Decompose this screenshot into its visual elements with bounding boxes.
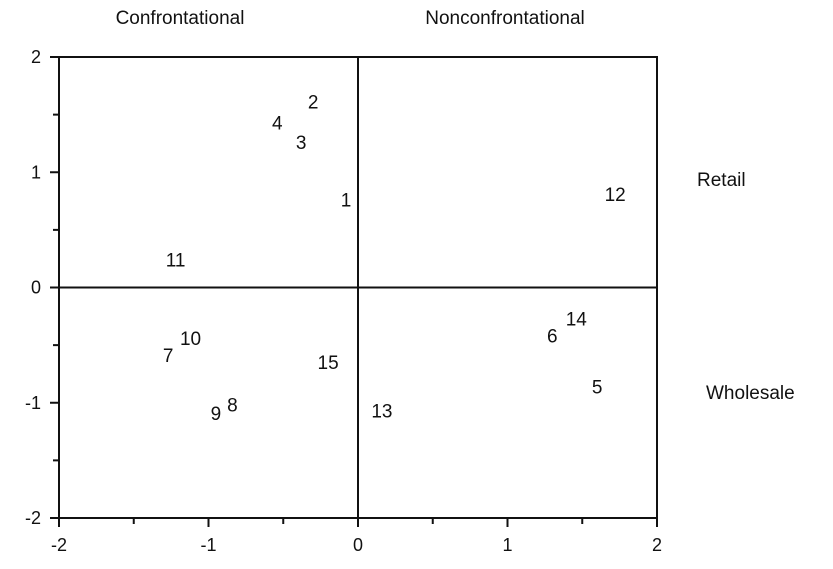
y-tick-label: -1 (25, 393, 41, 413)
y-tick-label: 1 (31, 162, 41, 182)
quadrant-label-top-right: Nonconfrontational (425, 8, 585, 29)
data-point-label: 2 (308, 93, 319, 114)
y-tick-label: 0 (31, 278, 41, 298)
data-point-label: 9 (211, 404, 222, 425)
data-point-label: 3 (296, 133, 307, 154)
data-point-label: 7 (163, 346, 174, 367)
y-tick-label: -2 (25, 508, 41, 528)
data-point-label: 12 (605, 185, 626, 206)
data-point-label: 10 (180, 329, 201, 350)
side-label-wholesale: Wholesale (706, 383, 795, 404)
data-point-label: 15 (318, 353, 339, 374)
data-point-label: 14 (566, 309, 588, 330)
x-tick-label: -2 (51, 535, 67, 555)
x-tick-label: 0 (353, 535, 363, 555)
data-point-label: 13 (371, 401, 392, 422)
y-tick-label: 2 (31, 47, 41, 67)
x-tick-label: -1 (200, 535, 216, 555)
x-tick-label: 2 (652, 535, 662, 555)
quadrant-label-top-left: Confrontational (116, 8, 245, 29)
plot-area (58, 56, 658, 519)
data-point-label: 11 (166, 250, 186, 271)
data-point-label: 4 (272, 113, 283, 134)
data-point-label: 8 (227, 396, 238, 417)
x-tick-label: 1 (502, 535, 512, 555)
side-label-retail: Retail (697, 170, 746, 191)
data-point-label: 1 (341, 191, 352, 212)
data-point-label: 6 (547, 327, 558, 348)
data-point-label: 5 (592, 377, 603, 398)
